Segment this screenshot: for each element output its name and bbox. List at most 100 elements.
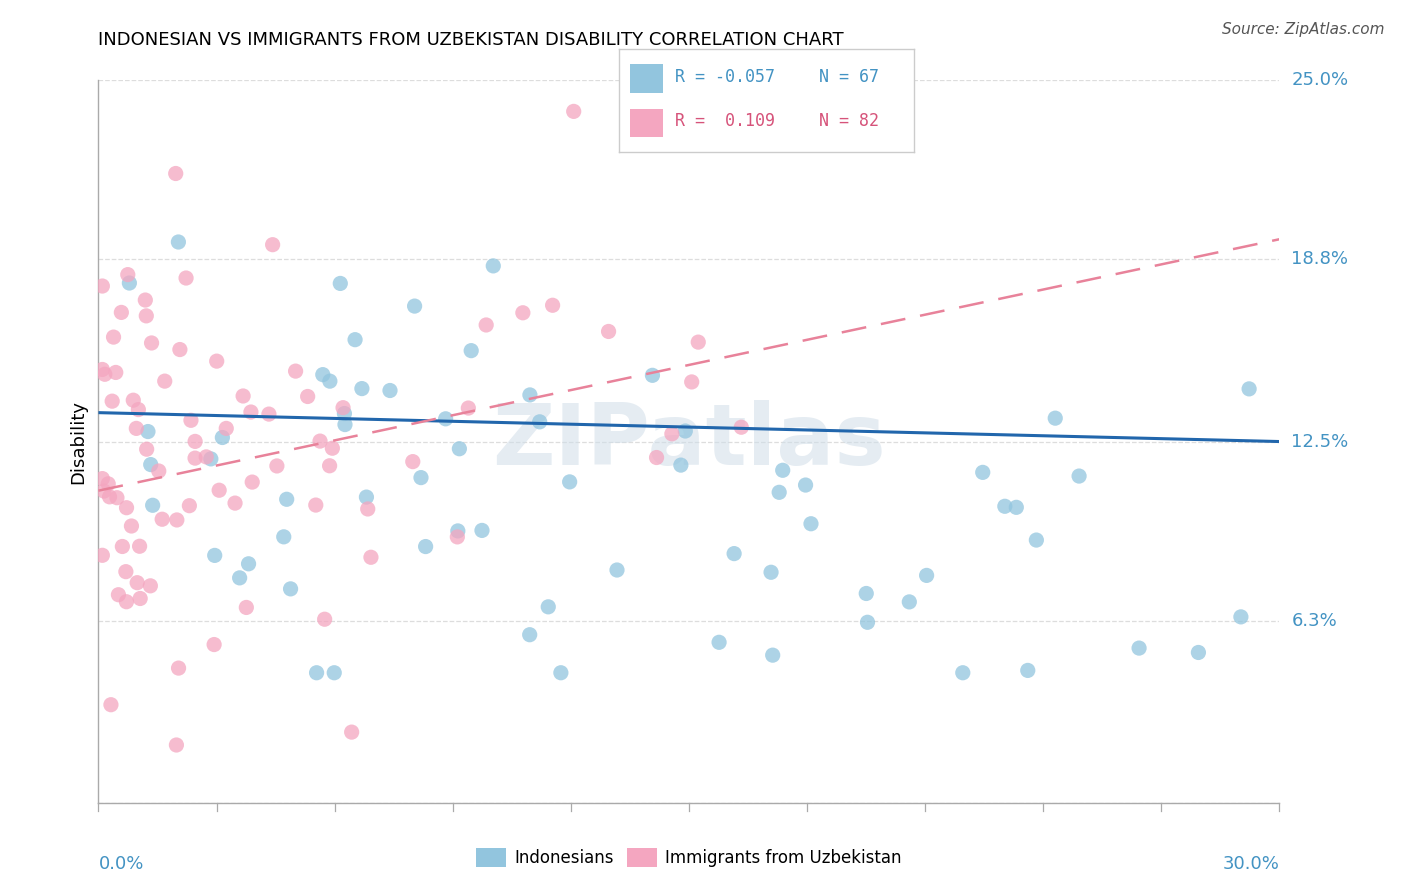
Point — [224, 496, 246, 510]
Point — [661, 426, 683, 441]
Point — [127, 402, 149, 417]
Point — [529, 415, 551, 429]
Point — [105, 491, 128, 505]
Point — [135, 309, 157, 323]
Point — [238, 557, 260, 571]
Point — [284, 364, 307, 378]
Point — [215, 421, 238, 435]
Point — [107, 588, 129, 602]
Point — [110, 305, 132, 319]
Point — [312, 368, 335, 382]
Point — [447, 524, 470, 538]
Point — [350, 382, 373, 396]
Point — [305, 498, 328, 512]
Point — [101, 394, 124, 409]
Point — [434, 412, 457, 426]
Point — [669, 458, 692, 472]
Point — [305, 665, 328, 680]
Point — [266, 458, 288, 473]
Point — [409, 470, 432, 484]
Point — [1017, 664, 1039, 678]
Point — [239, 405, 262, 419]
Point — [184, 434, 207, 449]
Text: 0.0%: 0.0% — [98, 855, 143, 872]
Point — [1067, 469, 1090, 483]
Point — [688, 335, 710, 350]
Point — [297, 389, 319, 403]
Point — [184, 451, 207, 466]
Point — [276, 492, 298, 507]
Point — [195, 450, 218, 464]
Text: 25.0%: 25.0% — [1291, 71, 1348, 89]
Text: INDONESIAN VS IMMIGRANTS FROM UZBEKISTAN DISABILITY CORRELATION CHART: INDONESIAN VS IMMIGRANTS FROM UZBEKISTAN… — [98, 31, 844, 49]
Point — [120, 519, 142, 533]
Text: R = -0.057: R = -0.057 — [675, 68, 775, 86]
Text: 18.8%: 18.8% — [1291, 251, 1348, 268]
Point — [91, 279, 114, 293]
Point — [323, 665, 346, 680]
Point — [228, 571, 250, 585]
Point — [519, 628, 541, 642]
Point — [167, 661, 190, 675]
Point — [98, 490, 121, 504]
Point — [378, 384, 401, 398]
Point — [856, 615, 879, 630]
Point — [180, 413, 202, 427]
Point — [174, 271, 197, 285]
Point — [768, 485, 790, 500]
Point — [208, 483, 231, 498]
Bar — [630, 64, 664, 93]
Point — [794, 478, 817, 492]
Point — [136, 425, 159, 439]
Point — [200, 451, 222, 466]
Point — [150, 512, 173, 526]
Point — [681, 375, 703, 389]
Point — [344, 333, 367, 347]
Point — [800, 516, 823, 531]
Point — [91, 472, 114, 486]
Point — [1230, 610, 1253, 624]
Point — [205, 354, 228, 368]
Point — [855, 586, 877, 600]
Point — [404, 299, 426, 313]
Point — [148, 464, 170, 478]
Point — [449, 442, 471, 456]
Point — [356, 490, 378, 504]
Point — [340, 725, 363, 739]
Point — [94, 368, 117, 382]
Point — [318, 458, 340, 473]
Point — [202, 638, 225, 652]
Point — [558, 475, 581, 489]
Point — [598, 325, 620, 339]
Text: 6.3%: 6.3% — [1291, 612, 1337, 630]
Point — [723, 547, 745, 561]
Point — [772, 463, 794, 477]
Point — [91, 549, 114, 563]
Point — [235, 600, 257, 615]
Point — [475, 318, 498, 332]
Point — [360, 550, 382, 565]
Point — [471, 524, 494, 538]
Point — [240, 475, 263, 489]
Point — [606, 563, 628, 577]
Point — [280, 582, 302, 596]
Text: R =  0.109: R = 0.109 — [675, 112, 775, 130]
Point — [562, 104, 585, 119]
Point — [482, 259, 505, 273]
Point — [139, 579, 162, 593]
Point — [673, 424, 696, 438]
Point — [541, 298, 564, 312]
Point — [319, 374, 342, 388]
Point — [333, 407, 356, 421]
Text: N = 82: N = 82 — [820, 112, 879, 130]
Point — [1025, 533, 1047, 547]
Point — [117, 268, 139, 282]
Point — [165, 167, 187, 181]
Point — [135, 442, 157, 457]
Point — [128, 539, 150, 553]
Point — [321, 441, 343, 455]
Point — [952, 665, 974, 680]
Point — [446, 530, 468, 544]
Point — [457, 401, 479, 415]
Y-axis label: Disability: Disability — [69, 400, 87, 483]
